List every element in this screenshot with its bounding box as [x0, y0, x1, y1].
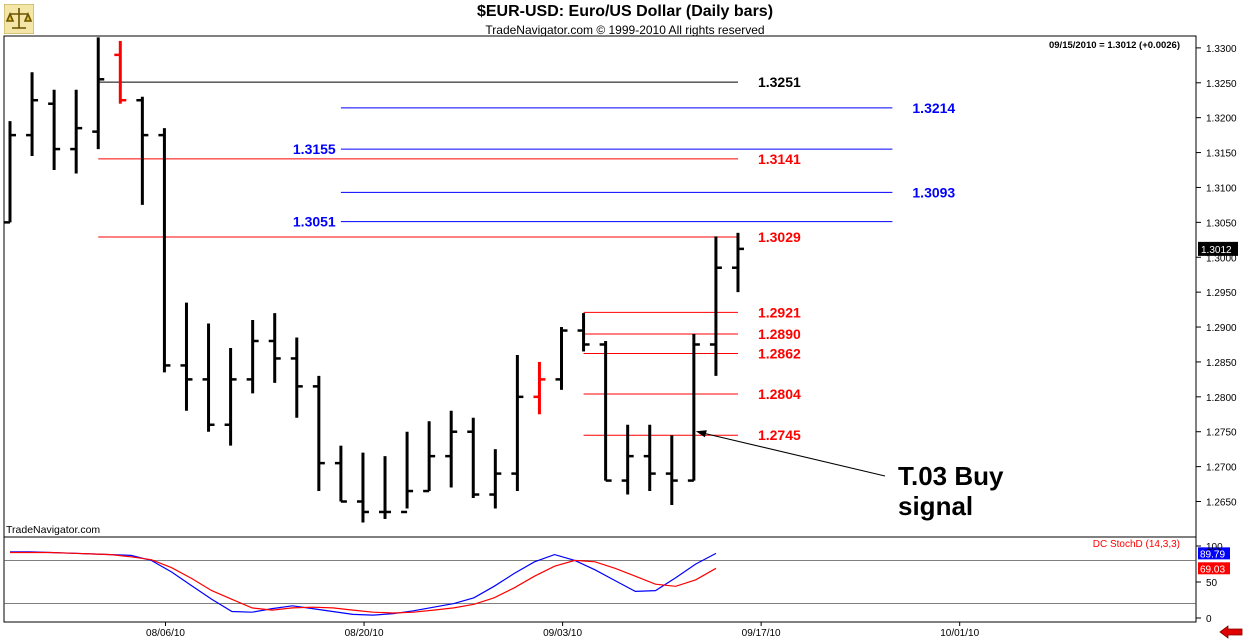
trade-navigator-logo-icon[interactable]: [3, 3, 35, 35]
stoch-line-pct-K: [10, 551, 717, 616]
x-tick-label: 09/17/10: [742, 628, 781, 639]
stoch-last-badge: [1198, 562, 1230, 575]
stoch-last-label: 89.79: [1200, 549, 1225, 560]
stoch-y-tick-label: 100: [1206, 542, 1223, 553]
price-pane: [3, 35, 1197, 538]
stochastic-panel: DC StochD (14,3,3) 89.79 69.03: [4, 539, 1230, 616]
annotation-arrow-line: [703, 432, 886, 477]
price-bars: [4, 37, 744, 523]
fib-level-label: 1.3141: [758, 151, 801, 167]
fib-level-label: 1.2745: [758, 427, 801, 443]
x-tick-label: 08/20/10: [345, 628, 384, 639]
fib-level-label: 1.2804: [758, 386, 801, 402]
fib-levels: 1.3251 1.3214 1.3155 1.3141 1.3093 1.3051 1.30…: [98, 74, 955, 443]
y-tick-label: 1.2900: [1206, 323, 1237, 334]
fib-level-label: 1.3155: [293, 141, 336, 157]
y-tick-label: 1.2850: [1206, 358, 1237, 369]
y-tick-label: 1.3150: [1206, 149, 1237, 160]
fib-level-label: 1.3214: [912, 100, 955, 116]
fib-level-label: 1.3051: [293, 214, 336, 230]
fib-level-label: 1.2890: [758, 326, 801, 342]
chart-copyright: TradeNavigator.com © 1999-2010 All right…: [485, 23, 765, 37]
chart-axes: 1.3300 1.3250 1.3200 1.3150 1.3100 1.3050 1.30…: [6, 40, 1238, 639]
y-tick-label: 1.3300: [1206, 44, 1237, 55]
y-tick-label: 1.2750: [1206, 428, 1237, 439]
x-tick-label: 09/03/10: [543, 628, 582, 639]
y-tick-label: 1.2950: [1206, 288, 1237, 299]
last-price-badge: [1198, 241, 1238, 256]
fib-level-label: 1.2862: [758, 346, 801, 362]
stoch-title: DC StochD (14,3,3): [1093, 539, 1180, 550]
fib-level-label: 1.2921: [758, 304, 801, 320]
y-tick-label: 1.2700: [1206, 463, 1237, 474]
stoch-line-pct-D: [10, 551, 717, 614]
y-tick-label: 1.3100: [1206, 183, 1237, 194]
annotation-line-1: T.03 Buy: [898, 461, 1004, 491]
y-tick-label: 1.2650: [1206, 498, 1237, 509]
chart-title: $EUR-USD: Euro/US Dollar (Daily bars): [476, 3, 774, 20]
y-tick-label: 1.3250: [1206, 79, 1237, 90]
last-price-label: 1.3012: [1201, 245, 1232, 256]
stoch-last-badge: [1198, 547, 1230, 560]
stoch-y-tick-label: 0: [1206, 614, 1212, 625]
x-tick-label: 08/06/10: [146, 628, 185, 639]
y-tick-label: 1.3200: [1206, 114, 1237, 125]
chart-panes: [3, 35, 1197, 623]
stochastic-pane: [3, 536, 1197, 623]
fib-level-label: 1.3251: [758, 74, 801, 90]
last-quote: 09/15/2010 = 1.3012 (+0.0026): [1049, 40, 1180, 51]
fib-level-label: 1.3029: [758, 229, 801, 245]
y-tick-label: 1.2800: [1206, 393, 1237, 404]
watermark: TradeNavigator.com: [6, 524, 100, 536]
annotation-line-2: signal: [898, 491, 973, 521]
scroll-left-arrow-icon[interactable]: [1218, 625, 1244, 639]
fib-level-label: 1.3093: [912, 184, 955, 200]
y-tick-label: 1.3000: [1206, 253, 1237, 264]
stoch-last-label: 69.03: [1200, 564, 1225, 575]
x-tick-label: 10/01/10: [940, 628, 979, 639]
y-tick-label: 1.3050: [1206, 218, 1237, 229]
annotation-arrow-head: [695, 430, 707, 438]
stoch-y-tick-label: 50: [1206, 578, 1218, 589]
